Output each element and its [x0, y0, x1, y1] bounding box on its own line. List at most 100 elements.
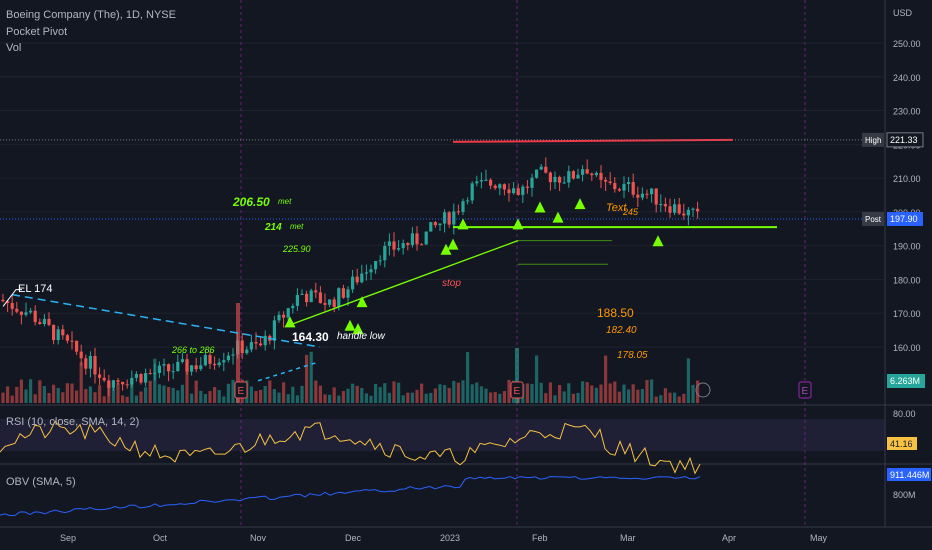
volume-bar: [332, 387, 336, 403]
candle-body: [351, 276, 355, 290]
candle-body: [323, 303, 327, 305]
volume-bar: [305, 354, 309, 403]
candle-body: [167, 364, 171, 372]
volume-bar: [617, 391, 621, 403]
candle-body: [479, 180, 483, 182]
candle-body: [530, 177, 534, 188]
earnings-marker: [510, 381, 524, 399]
candle-body: [355, 276, 359, 283]
volume-bar: [10, 395, 14, 403]
annotation-266-to-286: 266 to 286: [171, 345, 215, 355]
dashed-line: [257, 361, 319, 382]
pocket-pivot-marker: [284, 316, 296, 328]
pocket-pivot-marker: [512, 218, 524, 230]
candle-body: [571, 171, 575, 179]
price-tick-label: 170.00: [893, 309, 921, 319]
candle-body: [631, 182, 635, 195]
candle-body: [456, 211, 460, 213]
volume-bar: [346, 388, 350, 403]
annotation-178-05: 178.05: [617, 350, 648, 361]
candle-body: [70, 340, 74, 342]
candle-body: [360, 273, 364, 283]
volume-bar: [52, 384, 56, 403]
volume-bar: [19, 379, 23, 403]
volume-bar: [392, 381, 396, 403]
candle-body: [249, 342, 253, 350]
downtrend-line: [11, 293, 321, 348]
candle-body: [148, 373, 152, 375]
volume-bar: [682, 393, 686, 403]
volume-bar: [677, 396, 681, 403]
chart-title: Boeing Company (The), 1D, NYSE: [6, 9, 176, 21]
volume-bar: [374, 383, 378, 403]
volume-bar: [406, 392, 410, 403]
volume-bar: [88, 386, 92, 403]
candle-body: [98, 374, 102, 378]
earnings-marker-label: E: [802, 386, 809, 397]
candle-body: [15, 308, 19, 312]
candle-body: [254, 342, 258, 344]
volume-bar: [530, 383, 534, 403]
volume-bar: [475, 382, 479, 403]
volume-bar: [535, 355, 539, 403]
rsi-band: [0, 419, 885, 451]
candle-body: [291, 305, 295, 309]
volume-bar: [594, 387, 598, 403]
candle-body: [548, 172, 552, 183]
volume-bar: [515, 348, 519, 403]
volume-bar: [498, 393, 502, 403]
volume-bar: [139, 391, 143, 403]
volume-bar: [203, 394, 207, 403]
candle-body: [507, 189, 511, 194]
annotation-el-174: EL 174: [18, 283, 52, 295]
candle-body: [364, 272, 368, 274]
candle-body: [516, 188, 520, 195]
volume-bar: [479, 386, 483, 403]
candle-body: [300, 293, 304, 296]
volume-bar: [176, 390, 180, 403]
pocket-pivot-marker: [457, 218, 469, 230]
candle-body: [466, 200, 470, 202]
volume-bar: [33, 394, 37, 403]
volume-bar: [663, 388, 667, 403]
candle-body: [116, 380, 120, 382]
annotation-handle-low: handle low: [337, 331, 386, 342]
volume-bar: [111, 388, 115, 403]
candle-body: [1, 299, 5, 302]
candle-body: [387, 241, 391, 246]
volume-bar: [438, 384, 442, 403]
volume-bar: [558, 384, 562, 403]
candle-body: [38, 322, 42, 325]
candle-body: [682, 213, 686, 216]
volume-bar: [65, 383, 69, 403]
candle-body: [318, 292, 322, 304]
volume-bar: [277, 392, 281, 403]
volume-bar: [645, 380, 649, 403]
volume-bar: [507, 379, 511, 403]
volume-bar: [456, 382, 460, 403]
obv-label: OBV (SMA, 5): [6, 476, 76, 488]
volume-bar: [415, 389, 419, 403]
volume-bar: [167, 387, 171, 403]
candle-body: [558, 176, 562, 183]
volume-bar: [93, 392, 97, 403]
candle-body: [33, 310, 37, 323]
volume-bar: [360, 388, 364, 403]
candle-body: [691, 208, 695, 210]
candle-body: [594, 172, 598, 176]
candle-body: [433, 222, 437, 226]
candle-body: [328, 299, 332, 305]
annotation-188-50: 188.50: [597, 306, 634, 320]
volume-bar: [355, 385, 359, 403]
volume-bar: [466, 352, 470, 403]
volume-bar: [571, 393, 575, 403]
candle-body: [277, 314, 281, 321]
candle-body: [535, 169, 539, 178]
volume-bar: [208, 391, 212, 403]
annotation-206-50: 206.50: [232, 195, 270, 209]
volume-bar: [433, 388, 437, 403]
resistance-line: [452, 138, 734, 143]
candle-body: [217, 362, 221, 366]
volume-bar: [452, 380, 456, 403]
